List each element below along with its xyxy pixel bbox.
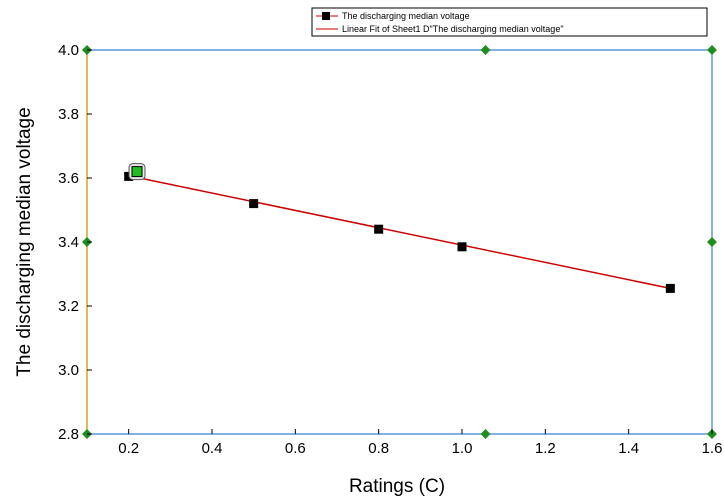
legend-box [311,7,708,37]
y-tick-label: 4.0 [58,42,79,59]
legend[interactable]: The discharging median voltage Linear Fi… [311,7,708,37]
y-tick-label: 3.0 [58,362,79,379]
data-point[interactable] [665,283,675,293]
resize-handle[interactable] [707,45,717,55]
axis-ticks: 0.2 0.4 0.6 0.8 1.0 1.2 1.4 1.6 2.8 3.0 3.2 3.4 3.6 3… [58,42,722,457]
legend-marker-1 [322,12,330,20]
plot-series [124,163,675,293]
x-tick-label: 0.6 [285,440,306,457]
selection-handles[interactable] [82,45,717,439]
y-tick-label: 3.4 [58,234,79,251]
x-tick-label: 0.2 [118,440,139,457]
selected-point[interactable] [131,166,143,178]
x-tick-label: 1.4 [618,440,639,457]
y-tick-label: 3.8 [58,106,79,123]
y-axis-label: The discharging median voltage [14,107,35,376]
y-tick-label: 3.2 [58,298,79,315]
legend-label-2: Linear Fit of Sheet1 D"The discharging m… [342,24,564,34]
x-tick-label: 0.8 [368,440,389,457]
x-tick-label: 1.6 [702,440,723,457]
x-axis-label: Ratings (C) [349,476,445,497]
legend-label-1: The discharging median voltage [342,11,470,21]
resize-handle[interactable] [480,45,491,55]
data-point[interactable] [374,224,384,234]
x-tick-label: 0.4 [202,440,223,457]
x-tick-label: 1.0 [452,440,473,457]
resize-handle[interactable] [480,429,491,439]
linear-fit-line [128,175,671,290]
plot-frame [86,49,713,435]
y-tick-label: 3.6 [58,170,79,187]
data-point[interactable] [457,242,467,252]
y-tick-label: 2.8 [58,426,79,443]
resize-handle[interactable] [707,237,717,247]
x-tick-label: 1.2 [535,440,556,457]
data-point[interactable] [249,199,259,209]
